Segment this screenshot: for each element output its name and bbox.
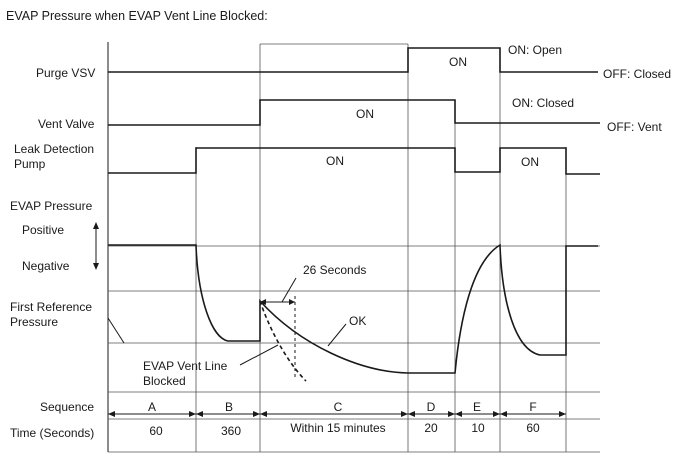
first-ref-label-2: Pressure bbox=[10, 315, 58, 329]
leak-pump-signal bbox=[108, 147, 600, 175]
leak-pump-label-2: Pump bbox=[14, 157, 46, 171]
time-c: Within 15 minutes bbox=[290, 421, 385, 435]
time-d: 20 bbox=[424, 421, 438, 435]
diagram-title: EVAP Pressure when EVAP Vent Line Blocke… bbox=[6, 9, 268, 23]
vent-valve-signal bbox=[108, 99, 600, 126]
seconds-26-label: 26 Seconds bbox=[303, 263, 366, 277]
time-a: 60 bbox=[149, 424, 163, 438]
evap-pressure-label: EVAP Pressure bbox=[10, 199, 93, 213]
vent-on-desc: ON: Closed bbox=[512, 96, 574, 110]
positive-label: Positive bbox=[22, 223, 64, 237]
purge-vsv-signal bbox=[108, 47, 598, 73]
sequence-arrow-f bbox=[500, 411, 566, 417]
leak-pump-label-1: Leak Detection bbox=[14, 142, 94, 156]
sequence-arrows bbox=[108, 411, 566, 417]
evap-pressure-trace bbox=[108, 243, 598, 374]
blocked-label-1: EVAP Vent Line bbox=[143, 359, 228, 373]
sequence-label: Sequence bbox=[40, 400, 94, 414]
ok-leader bbox=[327, 323, 347, 347]
time-b: 360 bbox=[221, 424, 241, 438]
sequence-arrow-d bbox=[408, 411, 455, 417]
reference-lines bbox=[108, 245, 600, 453]
vent-off-desc: OFF: Vent bbox=[607, 120, 662, 134]
pump-on-label-c: ON bbox=[326, 154, 344, 168]
vent-valve-label: Vent Valve bbox=[38, 117, 95, 131]
time-label: Time (Seconds) bbox=[10, 426, 94, 440]
purge-on-desc: ON: Open bbox=[508, 43, 562, 57]
sequence-arrow-e bbox=[455, 411, 500, 417]
blocked-label-2: Blocked bbox=[143, 374, 186, 388]
purge-off-desc: OFF: Closed bbox=[603, 67, 671, 81]
pressure-direction-arrow-icon bbox=[93, 222, 99, 270]
first-ref-leader bbox=[107, 317, 125, 344]
sequence-f: F bbox=[529, 400, 536, 414]
vent-on-label: ON bbox=[356, 107, 374, 121]
negative-label: Negative bbox=[22, 259, 70, 273]
blocked-leader bbox=[239, 344, 279, 366]
time-e: 10 bbox=[471, 421, 485, 435]
time-f: 60 bbox=[526, 421, 540, 435]
phase-boundaries bbox=[195, 43, 567, 452]
first-ref-label-1: First Reference bbox=[10, 300, 92, 314]
sequence-e: E bbox=[473, 400, 481, 414]
ok-label: OK bbox=[349, 314, 366, 328]
sequence-arrow-a bbox=[108, 411, 196, 417]
purge-vsv-label: Purge VSV bbox=[36, 66, 95, 80]
pump-on-label-f: ON bbox=[521, 155, 539, 169]
sequence-c: C bbox=[334, 400, 343, 414]
sequence-arrow-b bbox=[196, 411, 260, 417]
sequence-arrow-c bbox=[260, 411, 408, 417]
sequence-d: D bbox=[427, 400, 436, 414]
sequence-b: B bbox=[225, 400, 233, 414]
seconds-26-marker bbox=[260, 277, 297, 380]
blocked-pressure-trace bbox=[259, 300, 307, 382]
purge-on-label: ON bbox=[449, 55, 467, 69]
sequence-a: A bbox=[148, 400, 156, 414]
